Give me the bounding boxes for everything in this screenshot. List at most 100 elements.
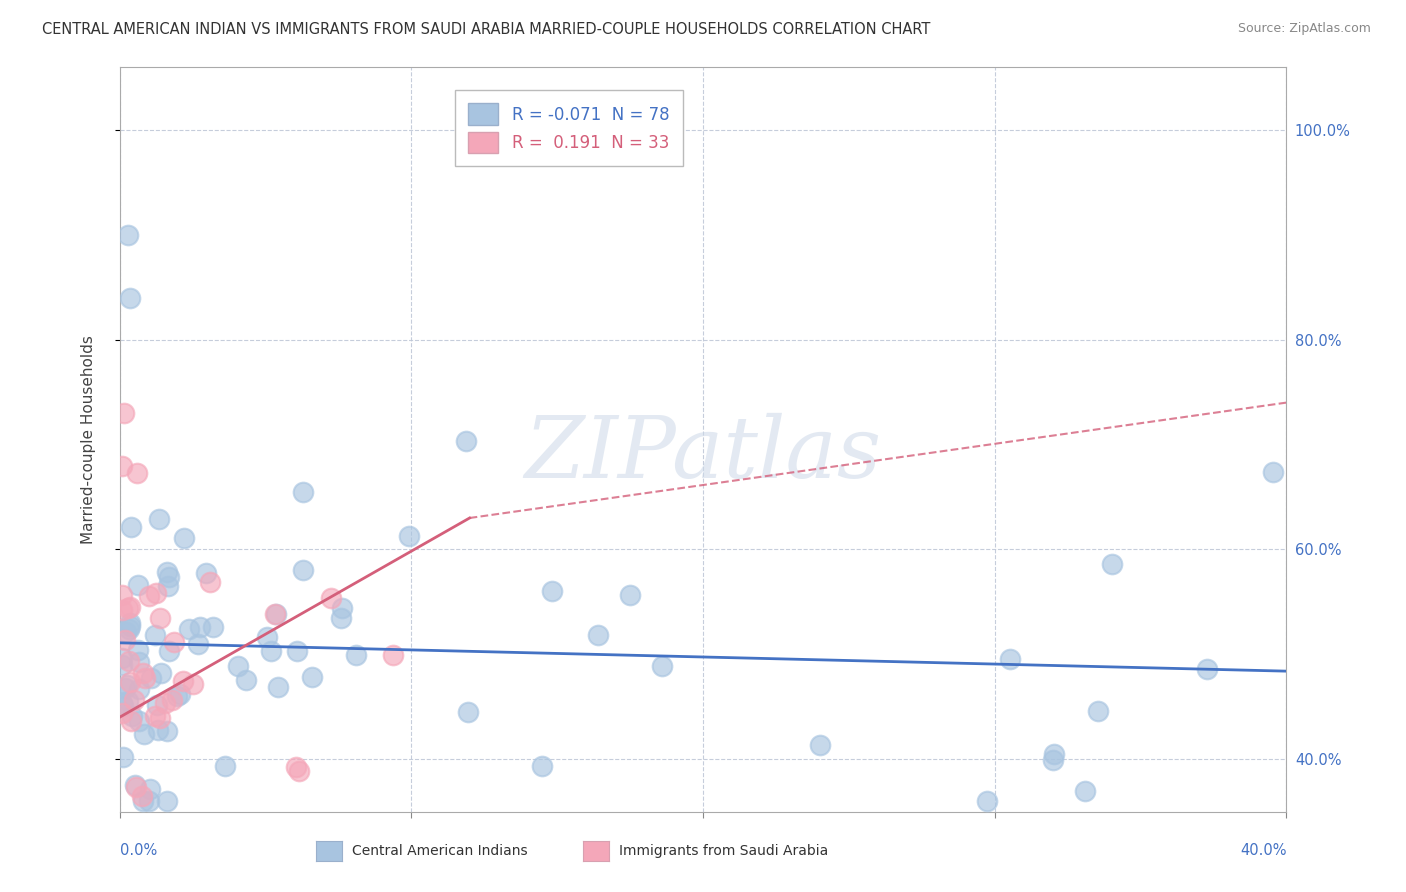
Point: [148, 512, 170, 526]
Point: [541, 584, 564, 599]
Point: [125, 467, 148, 481]
Point: [214, 759, 236, 773]
Point: [149, 711, 172, 725]
Text: Central American Indians: Central American Indians: [352, 844, 527, 858]
Point: [138, 794, 160, 808]
Point: [976, 794, 998, 808]
Point: [301, 670, 323, 684]
Point: [531, 759, 554, 773]
Point: [169, 687, 191, 701]
Point: [146, 723, 169, 738]
Point: [141, 671, 163, 685]
Point: [131, 665, 153, 680]
Point: [117, 600, 139, 615]
Point: [288, 764, 311, 779]
Point: [291, 484, 314, 499]
Point: [382, 648, 405, 662]
Point: [292, 563, 315, 577]
Point: [118, 619, 141, 633]
Point: [150, 666, 173, 681]
Point: [118, 654, 141, 668]
Point: [457, 705, 479, 719]
Point: [149, 611, 172, 625]
Point: [127, 643, 149, 657]
Point: [198, 574, 221, 589]
Point: [143, 709, 166, 723]
Point: [330, 611, 353, 625]
Point: [156, 723, 179, 738]
Point: [188, 620, 211, 634]
Point: [162, 693, 184, 707]
Point: [284, 759, 307, 773]
Point: [163, 635, 186, 649]
Point: [145, 628, 167, 642]
Point: [153, 696, 176, 710]
Point: [120, 291, 142, 305]
Point: [1073, 784, 1095, 798]
Point: [1101, 557, 1123, 571]
Point: [344, 648, 367, 662]
Text: 40.0%: 40.0%: [1240, 843, 1286, 858]
Point: [202, 620, 225, 634]
Point: [111, 696, 134, 710]
Point: [114, 632, 136, 647]
Point: [128, 655, 150, 669]
Text: Source: ZipAtlas.com: Source: ZipAtlas.com: [1237, 22, 1371, 36]
Point: [115, 625, 138, 640]
Point: [266, 680, 288, 694]
Point: [117, 678, 139, 692]
Point: [1043, 747, 1066, 761]
Text: Immigrants from Saudi Arabia: Immigrants from Saudi Arabia: [619, 844, 828, 858]
Point: [120, 714, 142, 728]
Point: [112, 406, 135, 420]
Point: [263, 607, 285, 621]
Point: [111, 657, 134, 672]
Point: [808, 738, 831, 752]
Point: [120, 520, 142, 534]
Point: [454, 434, 477, 449]
Point: [120, 615, 142, 630]
Point: [124, 778, 146, 792]
Point: [112, 698, 135, 713]
Point: [117, 227, 139, 242]
Point: [111, 458, 134, 473]
Point: [124, 780, 146, 794]
Point: [330, 600, 353, 615]
Point: [111, 706, 134, 720]
Point: [586, 628, 609, 642]
Point: [139, 782, 162, 797]
Point: [195, 566, 218, 580]
Point: [118, 674, 141, 689]
Point: [146, 698, 169, 712]
Y-axis label: Married-couple Households: Married-couple Households: [82, 334, 96, 544]
Point: [235, 673, 257, 688]
Point: [128, 714, 150, 729]
Point: [134, 726, 156, 740]
Point: [111, 588, 134, 602]
Point: [145, 585, 167, 599]
Point: [173, 531, 195, 545]
Point: [619, 588, 641, 602]
Point: [128, 682, 150, 697]
Point: [172, 673, 194, 688]
Point: [156, 794, 179, 808]
Point: [131, 789, 153, 803]
Point: [124, 693, 146, 707]
Point: [111, 651, 134, 665]
Point: [226, 659, 249, 673]
Point: [138, 589, 160, 603]
Point: [121, 709, 143, 723]
Point: [256, 630, 278, 644]
Point: [398, 528, 420, 542]
Point: [177, 623, 200, 637]
Point: [156, 565, 179, 579]
Point: [114, 681, 136, 695]
Point: [1261, 465, 1284, 479]
Point: [285, 644, 308, 658]
Text: CENTRAL AMERICAN INDIAN VS IMMIGRANTS FROM SAUDI ARABIA MARRIED-COUPLE HOUSEHOLD: CENTRAL AMERICAN INDIAN VS IMMIGRANTS FR…: [42, 22, 931, 37]
Point: [132, 794, 155, 808]
Point: [118, 622, 141, 636]
Point: [166, 690, 188, 704]
Point: [156, 579, 179, 593]
Point: [117, 694, 139, 708]
